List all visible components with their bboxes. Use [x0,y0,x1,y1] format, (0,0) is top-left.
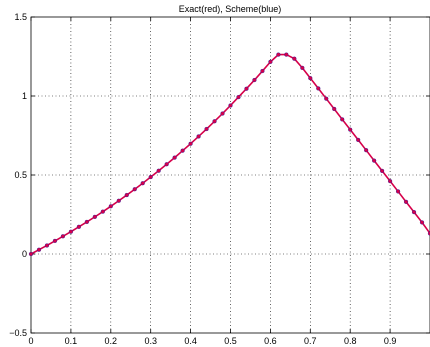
data-point [252,77,257,83]
x-tick-label: 0 [28,336,33,346]
data-point [148,174,153,180]
x-tick-label: 0.2 [105,336,118,346]
data-point [316,86,321,91]
data-point [380,168,385,173]
data-point [364,148,369,153]
y-tick-label: 0.5 [14,170,27,180]
data-point [84,219,89,225]
data-point [76,224,81,229]
data-point [292,56,297,61]
data-point [36,247,42,252]
series-layer [28,52,430,257]
data-point [348,127,353,132]
x-tick-label: 0.3 [144,336,157,346]
data-point [411,210,417,215]
data-point [244,86,249,91]
data-point [220,111,225,116]
data-point [372,158,377,163]
data-point [188,141,193,146]
data-point [395,189,401,194]
data-point [419,220,425,225]
data-point [300,65,305,70]
data-point [124,192,129,198]
data-point [116,198,121,203]
data-point [140,181,145,186]
data-point [164,162,169,167]
data-point [236,95,241,100]
x-tick-label: 0.7 [304,336,317,346]
data-point [108,204,113,209]
x-tick-label: 0.1 [65,336,78,346]
data-point [324,96,329,101]
y-tick-label: 1 [22,91,27,101]
data-point [340,117,345,122]
data-point [284,52,289,57]
y-tick-label: 0 [22,249,27,259]
data-point [403,199,409,204]
data-point [156,168,161,173]
data-point [308,76,313,81]
x-tick-label: 0.8 [344,336,357,346]
y-tick-label: −0.5 [9,328,27,338]
data-point [52,238,58,243]
data-point [172,155,177,160]
data-point [332,106,337,112]
data-point [60,234,66,239]
x-tick-label: 0.4 [184,336,197,346]
data-point [28,251,34,257]
data-point [44,243,50,248]
data-point [276,52,281,57]
y-tick-label: 1.5 [14,12,27,22]
x-tick-label: 0.9 [384,336,397,346]
chart-title: Exact(red), Scheme(blue) [179,4,282,14]
data-point [356,137,361,143]
data-point [180,148,185,153]
data-point [196,134,201,139]
grid-lines [31,17,430,333]
x-tick-label: 0.6 [264,336,277,346]
data-point [212,119,217,124]
data-point [388,179,393,184]
data-point [92,214,97,219]
data-point [100,209,105,214]
data-point [132,187,137,192]
data-point [204,126,209,132]
data-point [68,229,73,234]
data-point [268,59,273,64]
data-point [228,103,233,108]
x-tick-label: 0.5 [224,336,237,346]
axes: 0 0.1 0.2 0.3 0.4 0.5 0.6 0.7 0.8 0.9−0.500.511.5 [9,12,430,346]
data-point [260,68,265,74]
